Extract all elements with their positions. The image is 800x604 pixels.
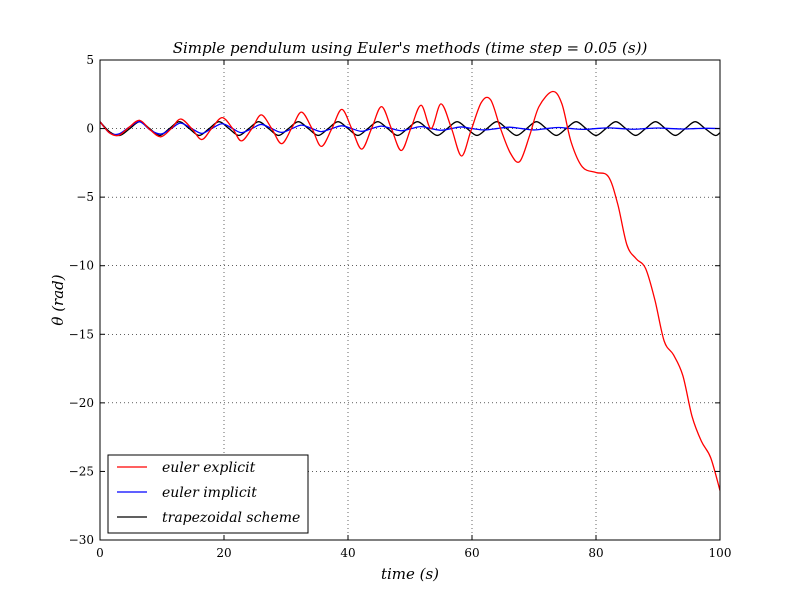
legend-label-euler-implicit: euler implicit [162,485,257,501]
y-tick-label: 0 [86,122,94,136]
series-group [100,90,720,491]
x-tick-label: 20 [216,546,231,560]
plot-frame [99,59,721,541]
y-tick-label: −5 [76,190,94,204]
y-tick-label: −25 [69,464,94,478]
x-tick-label: 40 [340,546,355,560]
chart-title: Simple pendulum using Euler's methods (t… [173,39,648,57]
y-axis-label: θ (rad) [49,274,67,325]
y-tick-label: 5 [86,53,94,67]
legend-label-trapezoidal-scheme: trapezoidal scheme [162,510,300,526]
grid [100,60,720,540]
y-tick-label: −10 [69,259,94,273]
x-tick-label: 80 [588,546,603,560]
x-axis-label: time (s) [381,565,439,583]
y-tick-label: −20 [69,396,94,410]
x-tick-label: 0 [96,546,104,560]
legend: euler explicit euler implicit trapezoida… [107,454,309,534]
legend-box [107,454,309,534]
legend-label-euler-explicit: euler explicit [162,460,256,476]
y-tick-label: −15 [69,327,94,341]
ticks: 0 20 40 60 80 100 5 0 −5 −10 −15 −20 −25 −30 [69,53,732,560]
x-tick-label: 60 [464,546,479,560]
y-tick-label: −30 [69,533,94,547]
series-line-euler-explicit [100,90,720,491]
series-line-euler-implicit [100,121,720,136]
x-tick-label: 100 [709,546,732,560]
